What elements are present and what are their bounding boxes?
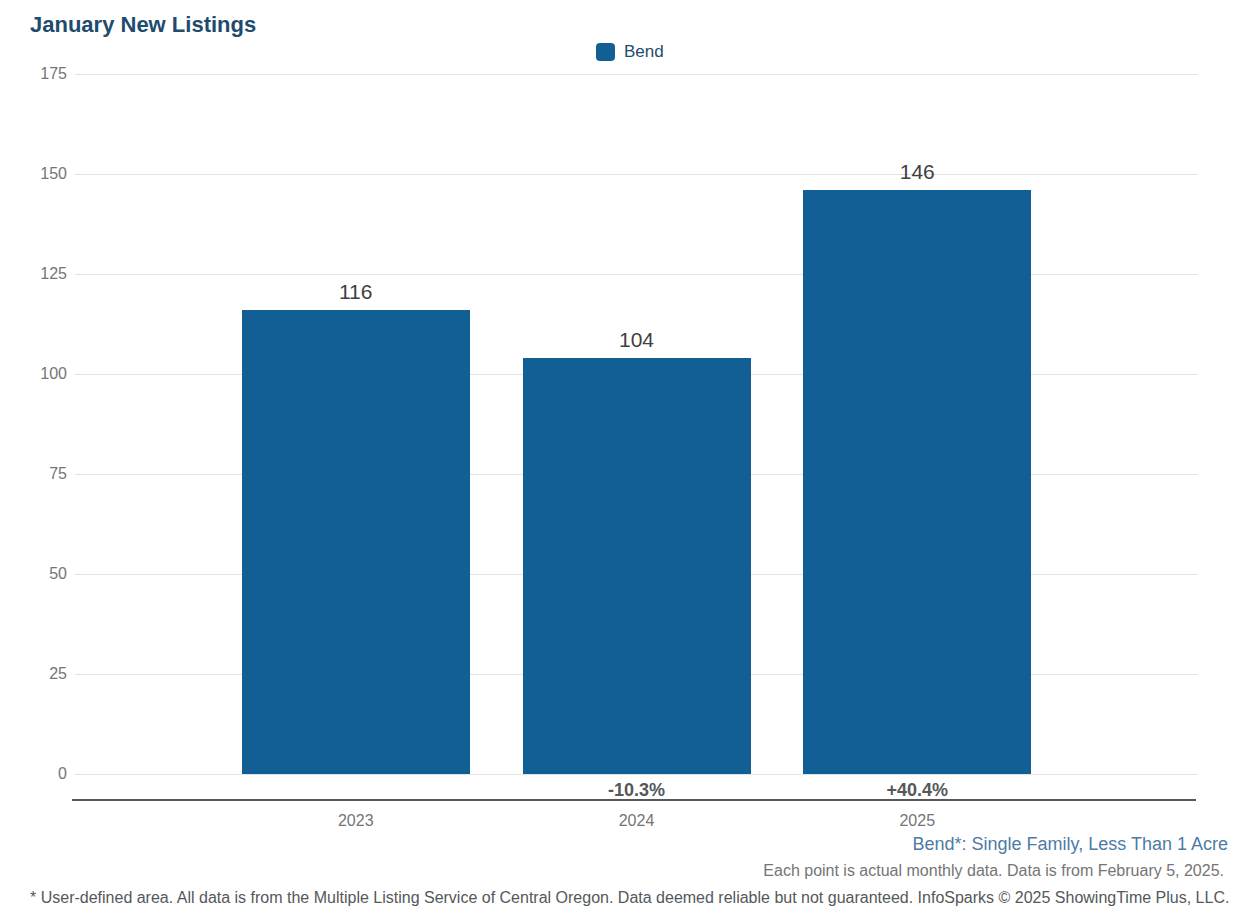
disclaimer-note: * User-defined area. All data is from th… bbox=[30, 889, 1229, 907]
y-tick-label-125: 125 bbox=[0, 264, 67, 284]
bar-2024[interactable] bbox=[523, 358, 751, 774]
y-tick-label-150: 150 bbox=[0, 164, 67, 184]
y-tick-label-0: 0 bbox=[0, 764, 67, 784]
pct-change-label-2025: +40.4% bbox=[817, 779, 1017, 801]
y-tick-label-100: 100 bbox=[0, 364, 67, 384]
x-tick-label-2024: 2024 bbox=[537, 811, 737, 831]
area-note: Bend*: Single Family, Less Than 1 Acre bbox=[912, 834, 1228, 855]
bar-value-label-2024: 104 bbox=[537, 327, 737, 353]
y-tick-label-50: 50 bbox=[0, 564, 67, 584]
y-tick-label-175: 175 bbox=[0, 64, 67, 84]
data-note: Each point is actual monthly data. Data … bbox=[763, 862, 1224, 880]
pct-change-label-2024: -10.3% bbox=[537, 779, 737, 801]
bar-2023[interactable] bbox=[242, 310, 470, 774]
x-tick-label-2023: 2023 bbox=[256, 811, 456, 831]
y-tick-label-75: 75 bbox=[0, 464, 67, 484]
bar-value-label-2023: 116 bbox=[256, 279, 456, 305]
gridline-150 bbox=[75, 174, 1198, 175]
plot-area: 0 25 50 75 100 125 150 175 116 2023 104 -10.3% 2024 1… bbox=[0, 0, 1249, 922]
bar-2025[interactable] bbox=[803, 190, 1031, 774]
y-tick-label-25: 25 bbox=[0, 664, 67, 684]
x-axis-line bbox=[72, 799, 1196, 801]
chart-canvas: January New Listings Bend 02550751001251… bbox=[0, 0, 1249, 922]
bar-value-label-2025: 146 bbox=[817, 159, 1017, 185]
gridline-175 bbox=[75, 74, 1198, 75]
x-tick-label-2025: 2025 bbox=[817, 811, 1017, 831]
